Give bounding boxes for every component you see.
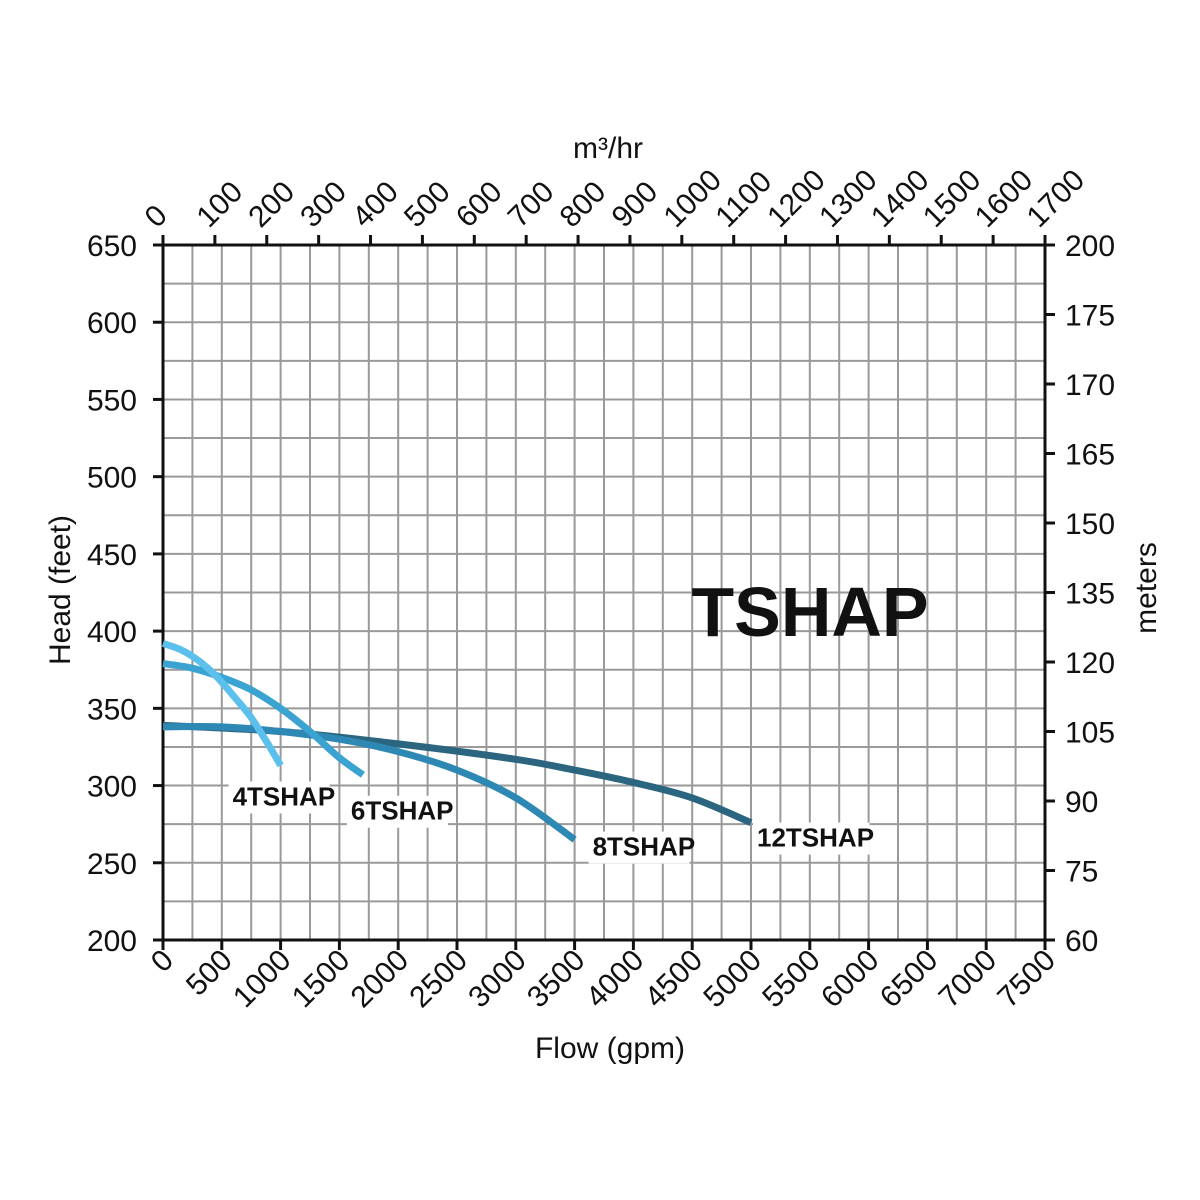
y-tick-label: 300: [87, 771, 137, 804]
y2-tick-label: 75: [1065, 856, 1098, 889]
x-tick-label: 2000: [345, 944, 416, 1015]
series-lines: 4TSHAP 6TSHAP 8TSHAP 12TSHAP: [161, 640, 874, 864]
x-tick-label: 4500: [639, 944, 710, 1015]
x-tick-label: 5000: [697, 944, 768, 1015]
x-tick-label: 7500: [991, 944, 1062, 1015]
x2-tick-label: 1300: [813, 163, 884, 234]
y-tick-label: 600: [87, 307, 137, 340]
y2-tick-label: 60: [1065, 925, 1098, 958]
x-tick-label: 7000: [933, 944, 1004, 1015]
series-line-8tshap: [162, 723, 577, 843]
axis-ticks: 0 500100015002000250030003500400045005000…: [87, 163, 1115, 1014]
y-tick-label: 500: [87, 462, 137, 495]
x2-tick-label: 300: [294, 175, 353, 234]
x2-tick-label: 900: [606, 175, 665, 234]
series-label-8tshap: 8TSHAP: [593, 832, 696, 862]
x2-tick-label: 1600: [969, 163, 1040, 234]
x-tick-label: 6000: [815, 944, 886, 1015]
x2-tick-label: 700: [502, 175, 561, 234]
y2-tick-label: 200: [1065, 230, 1115, 263]
y-tick-label: 400: [87, 616, 137, 649]
x-tick-label: 2500: [403, 944, 474, 1015]
x2-tick-label: 200: [242, 175, 301, 234]
x2-tick-label: 1700: [1021, 163, 1092, 234]
x-tick-label: 1500: [286, 944, 357, 1015]
y-tick-label: 550: [87, 384, 137, 417]
y-tick-label: 250: [87, 848, 137, 881]
x-tick-label: 3500: [521, 944, 592, 1015]
series-label-bg: [753, 822, 870, 855]
x-tick-label: 6500: [874, 944, 945, 1015]
x2-axis-title: m³/hr: [573, 132, 643, 165]
x2-tick-label: 100: [190, 175, 249, 234]
x2-tick-label: 1500: [917, 163, 988, 234]
series-line-6tshap: [162, 660, 365, 778]
y2-tick-label: 165: [1065, 439, 1115, 472]
x2-tick-label: 600: [450, 175, 509, 234]
x2-tick-label: 1200: [761, 163, 832, 234]
y-tick-label: 450: [87, 539, 137, 572]
y-tick-label: 350: [87, 693, 137, 726]
y2-tick-label: 135: [1065, 578, 1115, 611]
x2-tick-label: 500: [398, 175, 457, 234]
y2-tick-label: 105: [1065, 717, 1115, 750]
x2-tick-label: 0: [139, 199, 174, 234]
y2-tick-label: 120: [1065, 647, 1115, 680]
x2-tick-label: 800: [554, 175, 613, 234]
x-tick-label: 4000: [580, 944, 651, 1015]
x2-tick-label: 1100: [709, 165, 778, 234]
series-label-bg: [588, 831, 690, 864]
x2-tick-label: 400: [346, 175, 405, 234]
series-label-12tshap: 12TSHAP: [757, 823, 874, 853]
series-line-4tshap: [161, 640, 284, 768]
series-label-4tshap: 4TSHAP: [233, 781, 336, 811]
x-tick-label: 5500: [756, 944, 827, 1015]
y2-axis-title: meters: [1130, 542, 1163, 634]
x-tick-label: 3000: [462, 944, 533, 1015]
y2-tick-label: 90: [1065, 786, 1098, 819]
x2-tick-label: 1400: [865, 163, 936, 234]
y2-tick-label: 175: [1065, 300, 1115, 333]
series-label-6tshap: 6TSHAP: [351, 796, 454, 826]
y-axis-title: Head (feet): [44, 515, 77, 665]
x-axis-title: Flow (gpm): [535, 1032, 685, 1065]
x-tick-label: 1000: [227, 944, 298, 1015]
x2-tick-label: 1000: [657, 163, 728, 234]
y-tick-label: 650: [87, 230, 137, 263]
y2-tick-label: 150: [1065, 508, 1115, 541]
series-label-bg: [228, 781, 330, 814]
series-label-bg: [346, 795, 448, 828]
chart-title: TSHAP: [691, 573, 928, 651]
y2-tick-label: 170: [1065, 369, 1115, 402]
y-tick-label: 200: [87, 925, 137, 958]
